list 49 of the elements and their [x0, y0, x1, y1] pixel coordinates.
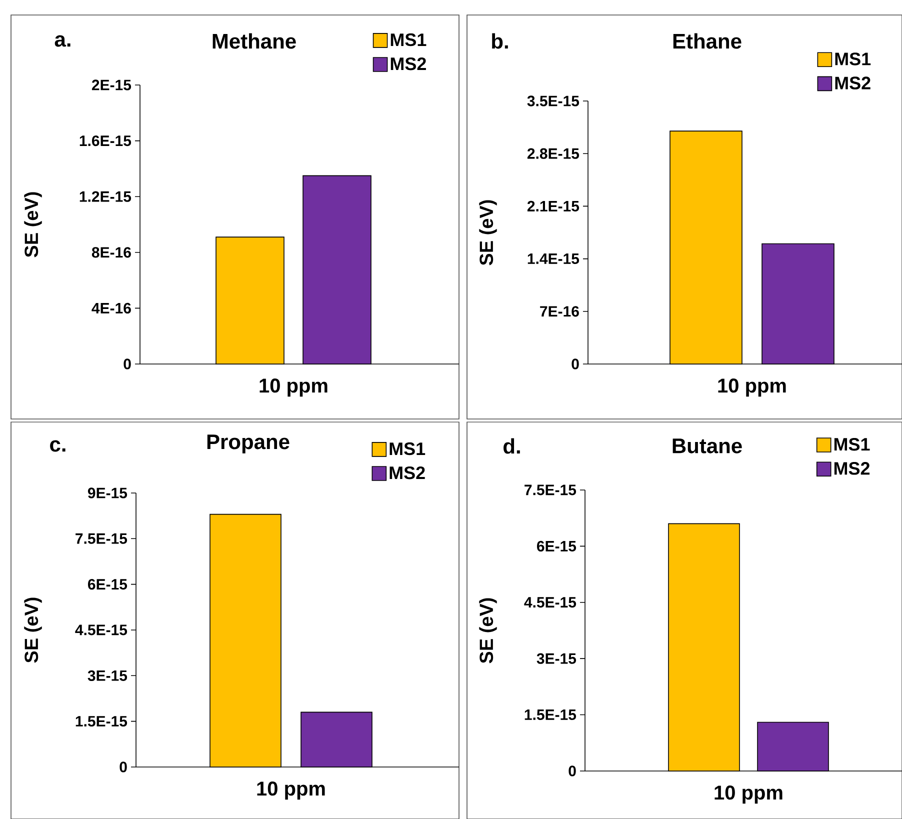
y-tick-label: 6E-15 [88, 579, 128, 590]
x-tick-label: 10 ppm [257, 782, 325, 800]
y-tick-label: 4.5E-15 [524, 597, 576, 608]
y-tick-label: 1.4E-15 [528, 254, 580, 264]
y-tick-label: 1.6E-15 [80, 135, 132, 146]
legend-label: MS2 [835, 76, 870, 90]
y-tick-label: 1.5E-15 [524, 710, 576, 720]
x-tick-label: 10 ppm [718, 378, 786, 397]
y-tick-label: 2.8E-15 [527, 148, 580, 159]
y-tick-label: 7.5E-15 [76, 533, 128, 544]
chart-title: Ethane [673, 33, 742, 49]
x-tick-label: 10 ppm [260, 378, 328, 397]
legend-label: MS1 [390, 442, 426, 456]
y-tick-label: 3E-15 [536, 653, 576, 664]
legend-label: MS2 [834, 462, 870, 475]
y-axis-title: SE (eV) [479, 598, 497, 664]
y-tick-label: 2.1E-15 [527, 200, 580, 212]
y-tick-label: 7E-16 [540, 306, 579, 317]
y-tick-label: 0 [120, 762, 127, 772]
y-tick-label: 4.5E-15 [75, 624, 128, 636]
y-tick-label: 1.5E-15 [76, 716, 128, 727]
legend-label: MS1 [390, 33, 426, 46]
text: c. [50, 440, 66, 452]
y-tick-label: 0 [568, 766, 576, 776]
y-tick-label: 2E-15 [92, 80, 132, 90]
y-tick-label: 1.2E-15 [80, 191, 132, 202]
y-tick-label: 0 [124, 358, 131, 370]
text: d. [504, 438, 520, 454]
y-axis-title: SE (eV) [24, 598, 42, 663]
text: a. [54, 35, 70, 47]
y-axis-title: SE (eV) [24, 192, 42, 258]
y-tick-label: 3E-15 [88, 670, 128, 681]
y-tick-label: 7.5E-15 [524, 484, 576, 496]
chart-title: Butane [672, 438, 742, 454]
y-tick-label: 6E-15 [536, 540, 576, 552]
x-tick-label: 10 ppm [714, 786, 782, 804]
y-tick-label: 8E-16 [92, 247, 131, 258]
y-tick-label: 9E-15 [88, 488, 128, 498]
chart-title: Propane [207, 434, 290, 454]
legend-label: MS2 [390, 57, 426, 70]
legend-label: MS1 [834, 438, 870, 451]
y-tick-label: 0 [572, 358, 579, 370]
legend-label: MS2 [390, 466, 425, 480]
y-tick-label: 4E-16 [92, 302, 131, 314]
y-axis-title: SE (eV) [479, 200, 497, 266]
text: b. [492, 33, 508, 49]
legend-label: MS1 [835, 52, 871, 66]
y-tick-label: 3.5E-15 [527, 96, 580, 106]
chart-title: Methane [212, 33, 296, 49]
